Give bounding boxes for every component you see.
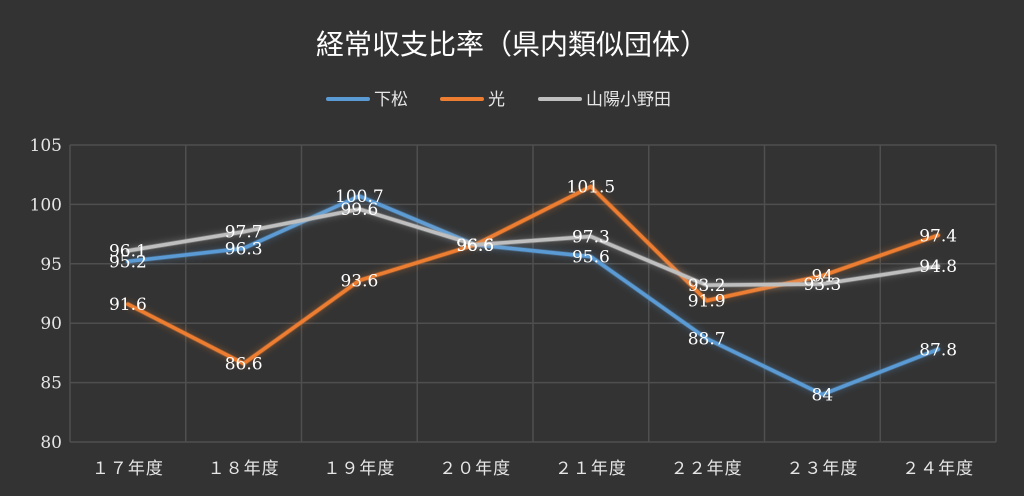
data-label: 101.5 [567, 178, 616, 198]
x-tick-label: １８年度 [208, 459, 280, 479]
data-label: 93.2 [688, 276, 726, 296]
data-label: 95.2 [109, 252, 147, 272]
x-tick-label: ２１年度 [555, 459, 627, 479]
series-line [126, 194, 940, 397]
legend: 下松 光 山陽小野田 [326, 90, 671, 110]
data-label: 97.3 [572, 227, 610, 247]
x-tick-label: ２４年度 [902, 459, 974, 479]
data-label: 93.6 [340, 271, 378, 291]
data-label: 96.1 [109, 242, 147, 262]
data-label: 100.7 [335, 187, 384, 207]
data-label: 84 [812, 385, 834, 405]
x-tick-label: １９年度 [323, 459, 395, 479]
chart-title: 経常収支比率（県内類似団体） [316, 28, 708, 61]
data-label: 93.3 [803, 275, 841, 295]
data-labels: 95.2 96.3 100.7 96.6 95.6 88.7 84 87.8 91.6 86.6 9… [109, 178, 957, 406]
data-label: 97.4 [919, 226, 957, 246]
data-label: 99.6 [340, 200, 378, 220]
series-line [126, 184, 940, 366]
series-line [126, 207, 940, 287]
data-label: 94 [812, 267, 834, 287]
legend-label: 山陽小野田 [586, 90, 671, 110]
data-label: 91.6 [109, 295, 147, 315]
data-label: 88.7 [688, 330, 726, 350]
data-label: 87.8 [919, 340, 957, 360]
y-axis: 80 85 90 95 100 105 [30, 136, 62, 453]
y-tick-label: 85 [40, 374, 62, 394]
grid [69, 144, 997, 443]
series-layer [125, 184, 941, 397]
x-axis: １７年度 １８年度 １９年度 ２０年度 ２１年度 ２２年度 ２３年度 ２４年度 [92, 459, 974, 479]
x-tick-label: １７年度 [92, 459, 164, 479]
data-label: 86.6 [225, 355, 263, 375]
legend-label: 光 [488, 90, 505, 110]
data-label: 96.6 [456, 236, 494, 256]
data-label: 96.3 [225, 239, 263, 259]
data-label: 95.6 [572, 248, 610, 268]
data-label: 96.6 [456, 236, 494, 256]
data-label: 97.7 [225, 223, 263, 243]
data-label: 94.8 [919, 257, 957, 277]
y-tick-label: 100 [30, 195, 62, 215]
y-tick-label: 80 [40, 433, 62, 453]
legend-label: 下松 [374, 90, 408, 110]
x-tick-label: ２２年度 [671, 459, 743, 479]
x-tick-label: ２３年度 [786, 459, 858, 479]
y-tick-label: 105 [30, 136, 62, 156]
x-tick-label: ２０年度 [439, 459, 511, 479]
y-tick-label: 95 [40, 255, 62, 275]
data-label: 96.6 [456, 236, 494, 256]
data-label: 91.9 [688, 292, 726, 312]
y-tick-label: 90 [40, 314, 62, 334]
